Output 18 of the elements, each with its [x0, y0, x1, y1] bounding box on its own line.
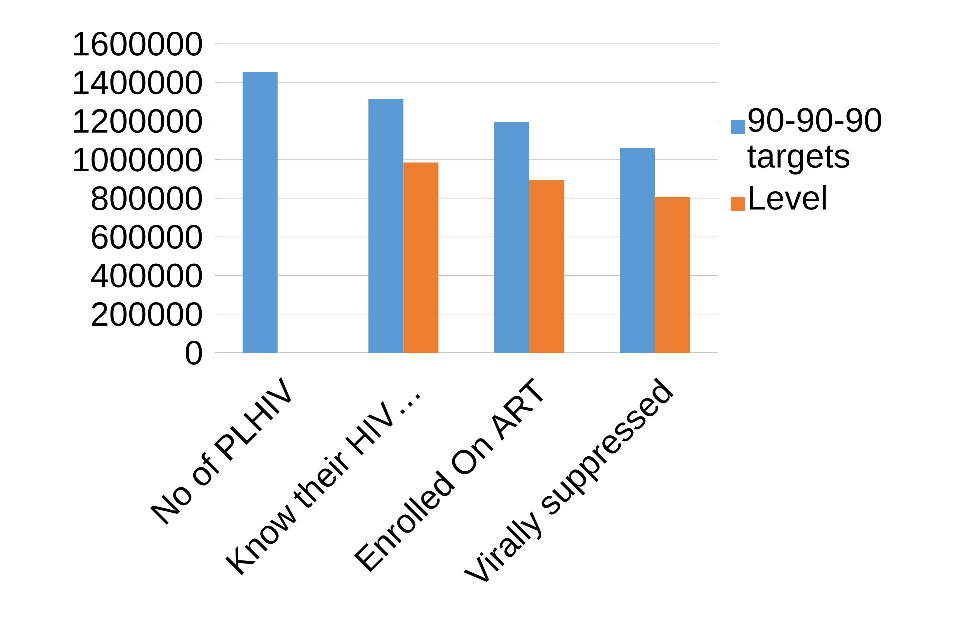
bar [620, 148, 656, 353]
y-tick-label: 1200000 [74, 109, 202, 134]
y-tick-label: 1400000 [74, 70, 202, 95]
y-tick-label: 0 [186, 341, 202, 365]
bar [529, 180, 564, 353]
legend-label: Level [750, 185, 826, 210]
y-tick-label: 1600000 [74, 32, 202, 56]
bar [404, 162, 439, 353]
legend-label: 90-90-90 targets [748, 108, 882, 175]
y-tick-label: 600000 [92, 225, 202, 250]
bar [494, 122, 530, 353]
bar [655, 198, 690, 353]
y-tick-label: 1000000 [74, 148, 202, 172]
y-tick-label: 400000 [91, 264, 202, 288]
bar [368, 99, 404, 353]
y-tick-label: 800000 [92, 186, 202, 210]
bar [242, 72, 278, 353]
y-tick-label: 200000 [92, 302, 202, 326]
